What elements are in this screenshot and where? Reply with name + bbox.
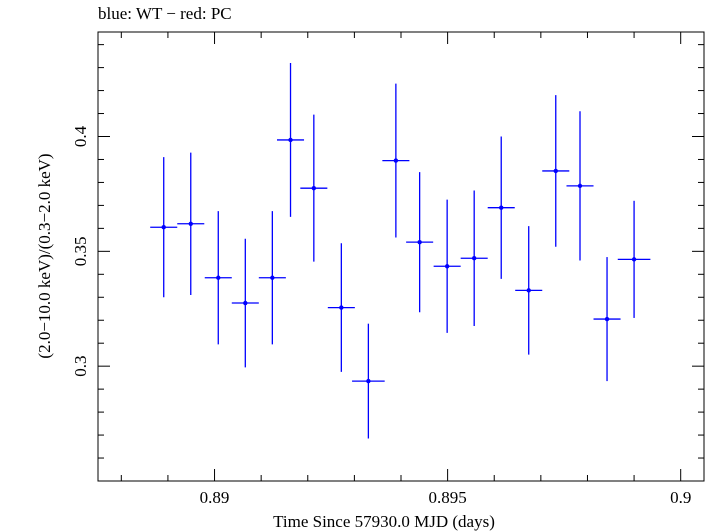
axis-tick-labels: 0.89 0.895 0.9 0.3 0.35 0.4 — [71, 125, 691, 507]
data-point — [161, 225, 166, 230]
data-point — [444, 264, 450, 269]
x-axis-label: Time Since 57930.0 MJD (days) — [273, 512, 495, 531]
data-point — [526, 288, 531, 293]
data-point — [339, 305, 344, 310]
data-series-wt — [150, 63, 651, 439]
data-point — [188, 221, 193, 226]
data-point — [393, 158, 399, 163]
data-point — [366, 378, 371, 384]
y-tick-label: 0.35 — [71, 236, 90, 266]
data-point — [577, 183, 583, 189]
data-point — [417, 239, 422, 245]
plot-frame — [97, 31, 705, 482]
x-tick-label: 0.895 — [428, 488, 466, 507]
data-point — [604, 316, 610, 322]
data-point — [471, 256, 477, 261]
axis-ticks — [98, 32, 704, 482]
y-axis-label: (2.0−10.0 keV)/(0.3−2.0 keV) — [35, 153, 54, 358]
data-point — [270, 275, 275, 280]
x-tick-label: 0.89 — [200, 488, 230, 507]
data-point — [288, 137, 293, 143]
x-tick-label: 0.9 — [670, 488, 691, 507]
data-point — [216, 275, 221, 280]
data-point — [243, 300, 248, 306]
data-point — [631, 257, 637, 262]
chart-title: blue: WT − red: PC — [98, 4, 232, 23]
data-point — [311, 185, 317, 191]
data-point — [553, 168, 558, 174]
y-tick-label: 0.3 — [71, 356, 90, 377]
y-tick-label: 0.4 — [71, 125, 90, 147]
data-point — [499, 205, 504, 210]
